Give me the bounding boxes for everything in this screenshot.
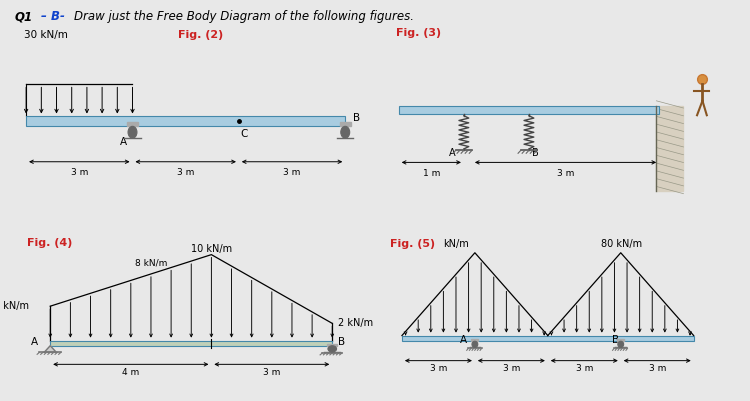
Text: 3 m: 3 m (556, 169, 574, 178)
Text: 2 kN/m: 2 kN/m (338, 318, 374, 328)
Text: B: B (338, 337, 345, 347)
FancyBboxPatch shape (399, 105, 659, 114)
Circle shape (472, 341, 478, 347)
Circle shape (618, 341, 624, 347)
Text: B: B (532, 148, 538, 158)
Text: B: B (352, 113, 360, 124)
Text: 3 m: 3 m (70, 168, 88, 177)
Text: 3 m: 3 m (503, 364, 520, 373)
Polygon shape (656, 105, 683, 191)
Circle shape (328, 346, 337, 352)
FancyBboxPatch shape (402, 336, 694, 341)
Polygon shape (472, 339, 478, 341)
Text: 1 m: 1 m (422, 169, 440, 178)
Text: B: B (612, 335, 620, 345)
Text: A: A (448, 148, 455, 158)
Polygon shape (128, 122, 138, 126)
Polygon shape (44, 346, 56, 352)
Text: Q1: Q1 (15, 10, 33, 23)
Text: – B-: – B- (41, 10, 65, 23)
Text: A: A (32, 337, 38, 347)
Circle shape (340, 126, 350, 138)
Text: 4 kN/m: 4 kN/m (0, 301, 28, 311)
Text: Fig. (2): Fig. (2) (178, 30, 224, 41)
Text: 3 m: 3 m (575, 364, 593, 373)
Text: 3 m: 3 m (177, 168, 194, 177)
Text: Draw just the Free Body Diagram of the following figures.: Draw just the Free Body Diagram of the f… (74, 10, 413, 23)
Text: C: C (241, 129, 248, 139)
Text: Fig. (4): Fig. (4) (27, 238, 72, 248)
Polygon shape (340, 122, 350, 126)
Text: 3 m: 3 m (284, 168, 301, 177)
Text: 4 m: 4 m (122, 368, 140, 377)
Text: A: A (460, 335, 467, 345)
FancyBboxPatch shape (50, 340, 332, 346)
Text: 3 m: 3 m (430, 364, 447, 373)
Text: 80 kN/m: 80 kN/m (602, 239, 643, 249)
Text: kN/m: kN/m (443, 239, 469, 249)
Text: Fig. (3): Fig. (3) (396, 28, 441, 38)
Text: 8 kN/m: 8 kN/m (135, 258, 167, 267)
Circle shape (128, 126, 137, 138)
Text: 10 kN/m: 10 kN/m (190, 244, 232, 254)
FancyBboxPatch shape (26, 116, 345, 126)
Text: Fig. (5): Fig. (5) (390, 239, 435, 249)
Polygon shape (327, 344, 338, 346)
Polygon shape (617, 339, 624, 341)
Text: 3 m: 3 m (649, 364, 666, 373)
Text: A: A (120, 137, 127, 147)
Text: 3 m: 3 m (263, 368, 280, 377)
Text: 30 kN/m: 30 kN/m (24, 30, 68, 41)
